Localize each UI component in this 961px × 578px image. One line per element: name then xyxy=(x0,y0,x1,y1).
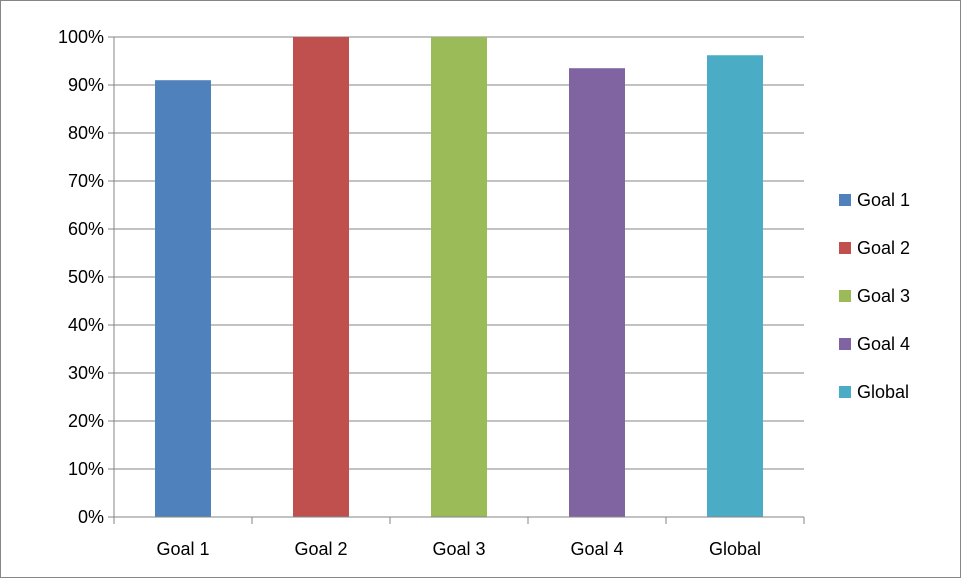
bar-goal-3 xyxy=(431,37,487,517)
y-tick-label: 20% xyxy=(68,411,104,431)
legend-label: Goal 4 xyxy=(857,334,910,354)
legend-swatch xyxy=(839,386,851,398)
legend-label: Global xyxy=(857,382,909,402)
y-tick-label: 70% xyxy=(68,171,104,191)
legend: Goal 1 Goal 2 Goal 3 Goal 4 Global xyxy=(839,190,910,402)
x-axis-tick-labels: Goal 1 Goal 2 Goal 3 Goal 4 Global xyxy=(156,539,761,559)
legend-label: Goal 3 xyxy=(857,286,910,306)
y-tick-label: 40% xyxy=(68,315,104,335)
x-tick-label: Goal 4 xyxy=(570,539,623,559)
legend-label: Goal 2 xyxy=(857,238,910,258)
y-tick-label: 30% xyxy=(68,363,104,383)
y-tick-label: 0% xyxy=(78,507,104,527)
legend-swatch xyxy=(839,290,851,302)
legend-swatch xyxy=(839,242,851,254)
legend-label: Goal 1 xyxy=(857,190,910,210)
y-tick-label: 10% xyxy=(68,459,104,479)
bar-goal-1 xyxy=(155,80,211,517)
y-axis-tick-labels: 0% 10% 20% 30% 40% 50% 60% 70% 80% 90% 100% xyxy=(58,27,104,527)
legend-swatch xyxy=(839,194,851,206)
bar-global xyxy=(707,55,763,518)
x-tick-label: Global xyxy=(709,539,761,559)
bar-goal-2 xyxy=(293,37,349,517)
bar-goal-4 xyxy=(569,68,625,517)
y-tick-label: 80% xyxy=(68,123,104,143)
x-tick-label: Goal 3 xyxy=(432,539,485,559)
y-tick-label: 50% xyxy=(68,267,104,287)
x-tick-label: Goal 2 xyxy=(294,539,347,559)
legend-swatch xyxy=(839,338,851,350)
y-tick-label: 100% xyxy=(58,27,104,47)
y-tick-label: 90% xyxy=(68,75,104,95)
bars xyxy=(155,37,763,518)
axes xyxy=(108,36,805,524)
y-tick-label: 60% xyxy=(68,219,104,239)
x-tick-label: Goal 1 xyxy=(156,539,209,559)
